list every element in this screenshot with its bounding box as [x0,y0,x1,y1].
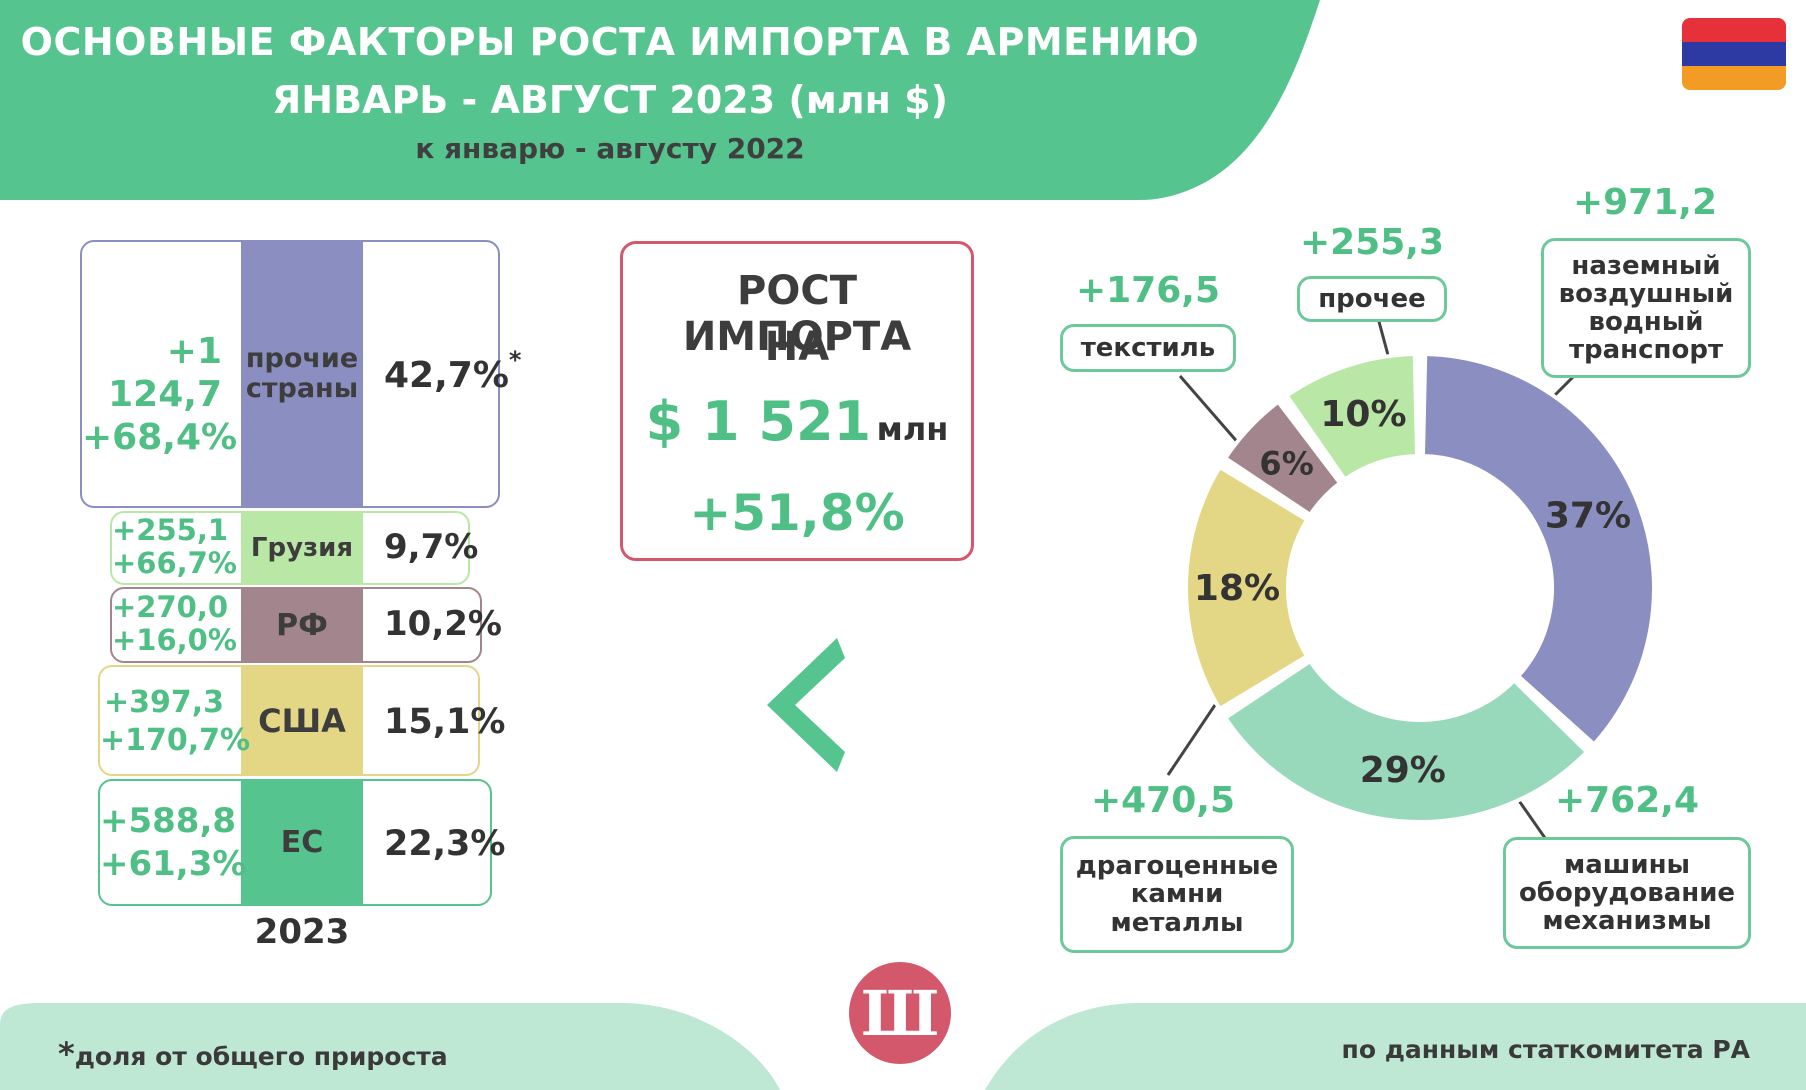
label-box-precious: драгоценные камни металлы [1060,836,1294,953]
bar-share-label: 10,2% [384,604,502,644]
total-growth-heading-2: НА [764,324,830,370]
total-growth-percent: +51,8% [689,484,905,542]
footnote: *доля от общего прироста [58,1035,448,1073]
bar-value-label: +270,0 +16,0% [112,590,237,658]
footer-background [0,1003,1806,1090]
logo: Ш [849,962,951,1064]
chart-subtitle: к январю - августу 2022 [415,132,805,165]
armenia-flag-icon [1682,18,1786,90]
bar-segment-eu: ЕС [241,780,363,905]
bar-segment-usa: США [241,666,363,775]
donut-percent-label: 6% [1259,445,1313,483]
chevron-left-icon [767,638,845,772]
leader-line-machines [1513,794,1547,839]
chart-title-period: ЯНВАРЬ - АВГУСТ 2023 (млн $) [272,78,948,122]
donut-percent-label: 10% [1320,394,1406,435]
donut-percent-label: 29% [1360,750,1446,791]
label-value-transport: +971,2 [1572,182,1718,223]
label-value-textile: +176,5 [1075,270,1221,311]
label-box-machines: машины оборудование механизмы [1503,837,1751,949]
donut-percent-label: 37% [1545,495,1631,536]
donut-slice-1 [1420,352,1656,747]
leader-line-other [1376,317,1390,356]
bar-share-label: 9,7% [384,527,479,567]
bar-segment-russia: РФ [241,588,363,662]
bar-value-label: +255,1 +66,7% [112,513,237,581]
donut-slice-5 [1284,352,1420,482]
label-box-transport: наземный воздушный водный транспорт [1541,238,1751,378]
donut-slice-2 [1223,659,1589,824]
donut-slice-3 [1184,465,1309,711]
total-growth-heading: РОСТ ИМПОРТА [682,268,912,360]
label-value-machines: +762,4 [1554,780,1700,821]
source-note: по данным статкомитета РА [1341,1035,1750,1064]
leader-line-textile [1178,375,1242,446]
bar-share-label: 15,1% [384,702,506,742]
donut-slice-4 [1223,399,1343,517]
label-value-other: +255,3 [1299,222,1445,263]
label-value-precious: +470,5 [1090,780,1236,821]
bar-share-label: 42,7%* [384,346,522,396]
bar-value-label: +588,8 +61,3% [100,801,247,884]
total-growth-amount: $ 1 521 млн [645,390,949,453]
leader-line-precious [1166,704,1217,776]
chart-title: ОСНОВНЫЕ ФАКТОРЫ РОСТА ИМПОРТА В АРМЕНИЮ [20,20,1200,64]
header-background [0,0,1320,200]
bar-value-label: +1 124,7 +68,4% [82,331,238,459]
donut-percent-label: 18% [1194,568,1280,609]
bar-segment-georgia: Грузия [241,512,363,584]
label-box-textile: текстиль [1060,324,1236,372]
logo-letter: Ш [860,976,940,1050]
bar-segment-other-countries: прочие страны [241,241,363,507]
bar-share-label: 22,3% [384,824,506,864]
label-box-other: прочее [1297,276,1447,322]
total-growth-box: РОСТ ИМПОРТА НА $ 1 521 млн +51,8% [620,241,974,561]
x-axis-label-year: 2023 [254,912,350,952]
